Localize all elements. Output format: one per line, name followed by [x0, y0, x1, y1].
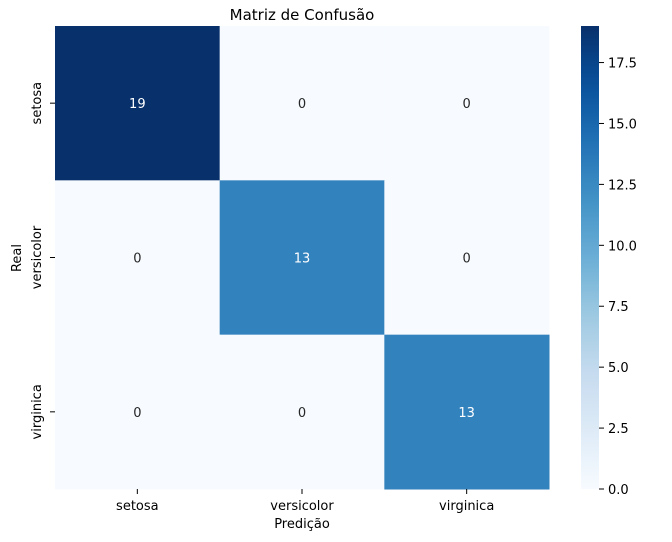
- cell-value-label: 0: [463, 97, 471, 112]
- cell-value-label: 0: [298, 97, 306, 112]
- heatmap-cell: [55, 26, 221, 181]
- colorbar-tick-label: 10.0: [608, 239, 637, 254]
- cell-value-label: 19: [129, 97, 146, 112]
- heatmap-cell: [384, 180, 550, 336]
- colorbar-tick-label: 12.5: [608, 178, 637, 193]
- colorbar-tick-label: 2.5: [608, 422, 629, 437]
- colorbar-ticks: 0.0 2.5 5.0 7.5 10.0 12.5 15.0 17.5: [599, 57, 637, 498]
- y-axis-label: Real: [10, 244, 25, 272]
- cell-value-label: 0: [298, 406, 306, 421]
- chart-title: Matriz de Confusão: [230, 6, 375, 24]
- heatmap-cell: [384, 26, 550, 181]
- colorbar-tick-label: 15.0: [608, 117, 637, 132]
- colorbar-tick-label: 5.0: [608, 361, 629, 376]
- cell-value-label: 0: [133, 406, 141, 421]
- heatmap-cell: [55, 180, 221, 336]
- cell-value-label: 0: [133, 252, 141, 267]
- heatmap-cell: [384, 334, 550, 490]
- x-axis-label: Predição: [274, 517, 330, 532]
- y-tick-label: versicolor: [30, 225, 45, 289]
- x-axis-ticks: setosa versicolor virginica: [116, 489, 494, 514]
- y-tick-label: virginica: [30, 384, 45, 439]
- x-tick-label: setosa: [116, 499, 159, 514]
- heatmap-cell: [55, 334, 221, 490]
- heatmap-cell: [219, 334, 385, 490]
- cell-value-label: 0: [463, 252, 471, 267]
- colorbar: [581, 26, 599, 489]
- heatmap-cell: [219, 180, 385, 336]
- x-tick-label: virginica: [439, 499, 494, 514]
- cell-value-label: 13: [458, 406, 475, 421]
- colorbar-tick-label: 17.5: [608, 57, 637, 72]
- y-tick-label: setosa: [30, 82, 45, 125]
- x-tick-label: versicolor: [270, 499, 334, 514]
- cell-annotations: 19 0 0 0 13 0 0 0 13: [129, 97, 475, 421]
- heatmap-cell: [219, 26, 385, 181]
- heatmap-cells: [55, 26, 550, 490]
- colorbar-tick-label: 0.0: [608, 483, 629, 498]
- cell-value-label: 13: [294, 252, 311, 267]
- y-axis-ticks: setosa versicolor virginica: [30, 82, 55, 439]
- colorbar-tick-label: 7.5: [608, 300, 629, 315]
